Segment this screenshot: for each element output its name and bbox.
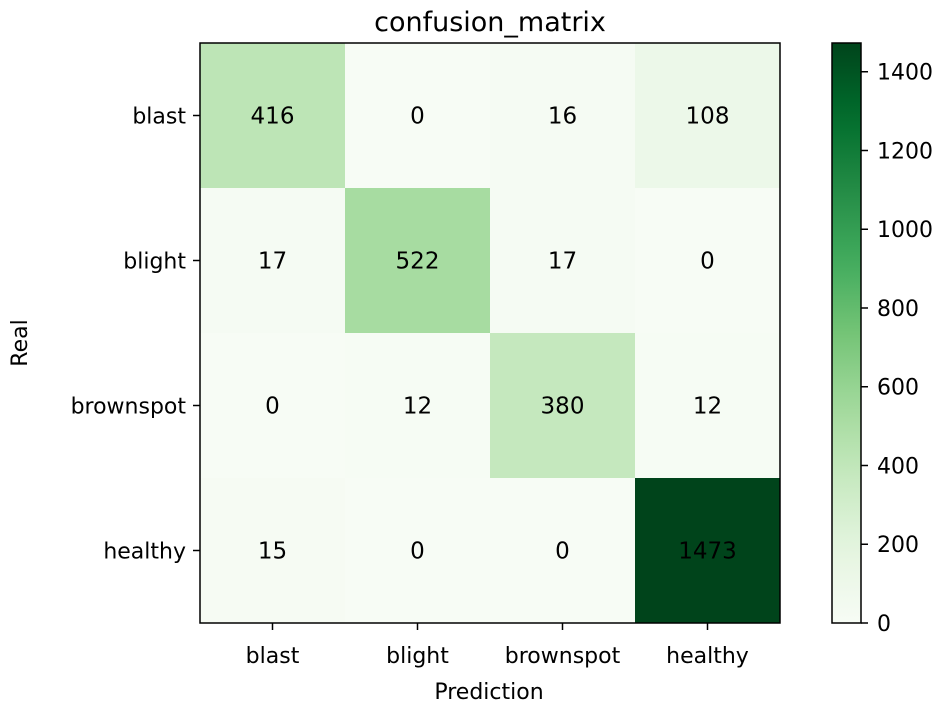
heatmap-cell bbox=[635, 333, 781, 479]
heatmap-cell bbox=[200, 43, 346, 189]
colorbar-tick-label: 1400 bbox=[877, 61, 933, 86]
heatmap-cells: 416 0 16 108 17 522 17 0 0 12 380 12 15 0 0 1473 bbox=[200, 43, 781, 624]
cell-value-label: 17 bbox=[258, 249, 287, 275]
cell-value-label: 0 bbox=[700, 249, 715, 275]
colorbar-tick-label: 0 bbox=[877, 612, 891, 637]
colorbar-tick-label: 600 bbox=[877, 376, 919, 401]
x-axis-ticks: blast blight brownspot healthy bbox=[246, 623, 749, 669]
heatmap-cell bbox=[345, 333, 491, 479]
heatmap-cell bbox=[200, 188, 346, 334]
cell-value-label: 12 bbox=[693, 394, 722, 420]
heatmap-cell bbox=[200, 478, 346, 624]
cell-value-label: 17 bbox=[548, 249, 577, 275]
heatmap-cell bbox=[635, 478, 781, 624]
y-tick-label: blight bbox=[123, 250, 186, 275]
cell-value-label: 0 bbox=[265, 394, 280, 420]
colorbar bbox=[831, 42, 862, 624]
chart-title: confusion_matrix bbox=[374, 7, 606, 38]
cell-value-label: 522 bbox=[396, 249, 440, 275]
plot-frame bbox=[199, 42, 781, 624]
heatmap-cell bbox=[635, 188, 781, 334]
heatmap-cell bbox=[490, 478, 636, 624]
heatmap-cell bbox=[490, 333, 636, 479]
cell-value-label: 108 bbox=[686, 104, 730, 130]
x-tick-label: healthy bbox=[666, 644, 749, 669]
y-axis-label: Real bbox=[8, 319, 33, 366]
colorbar-tick-label: 800 bbox=[877, 297, 919, 322]
x-tick-label: blast bbox=[246, 644, 300, 669]
x-axis-label: Prediction bbox=[434, 680, 543, 705]
cell-value-label: 380 bbox=[541, 394, 585, 420]
cell-value-label: 15 bbox=[258, 539, 287, 565]
cell-value-label: 16 bbox=[548, 104, 577, 130]
cell-value-label: 0 bbox=[410, 104, 425, 130]
heatmap-cell bbox=[345, 188, 491, 334]
heatmap-cell bbox=[635, 43, 781, 189]
colorbar-tick-label: 400 bbox=[877, 454, 919, 479]
heatmap-cell bbox=[345, 43, 491, 189]
x-tick-label: blight bbox=[386, 644, 449, 669]
colorbar-tick-label: 200 bbox=[877, 533, 919, 558]
cell-value-label: 0 bbox=[555, 539, 570, 565]
colorbar-tick-label: 1000 bbox=[877, 218, 933, 243]
y-tick-label: healthy bbox=[103, 540, 186, 565]
y-axis-ticks: blast blight brownspot healthy bbox=[71, 105, 200, 565]
heatmap-cell bbox=[345, 478, 491, 624]
heatmap-cell bbox=[490, 43, 636, 189]
colorbar-tick-label: 1200 bbox=[877, 139, 933, 164]
cell-value-label: 12 bbox=[403, 394, 432, 420]
colorbar-ticks: 0 200 400 600 800 1000 1200 1400 bbox=[861, 61, 933, 637]
y-tick-label: brownspot bbox=[71, 395, 187, 420]
x-tick-label: brownspot bbox=[505, 644, 621, 669]
cell-value-label: 1473 bbox=[678, 539, 737, 565]
heatmap-cell bbox=[200, 333, 346, 479]
heatmap-cell bbox=[490, 188, 636, 334]
cell-value-label: 0 bbox=[410, 539, 425, 565]
y-tick-label: blast bbox=[132, 105, 186, 130]
cell-value-label: 416 bbox=[251, 104, 295, 130]
